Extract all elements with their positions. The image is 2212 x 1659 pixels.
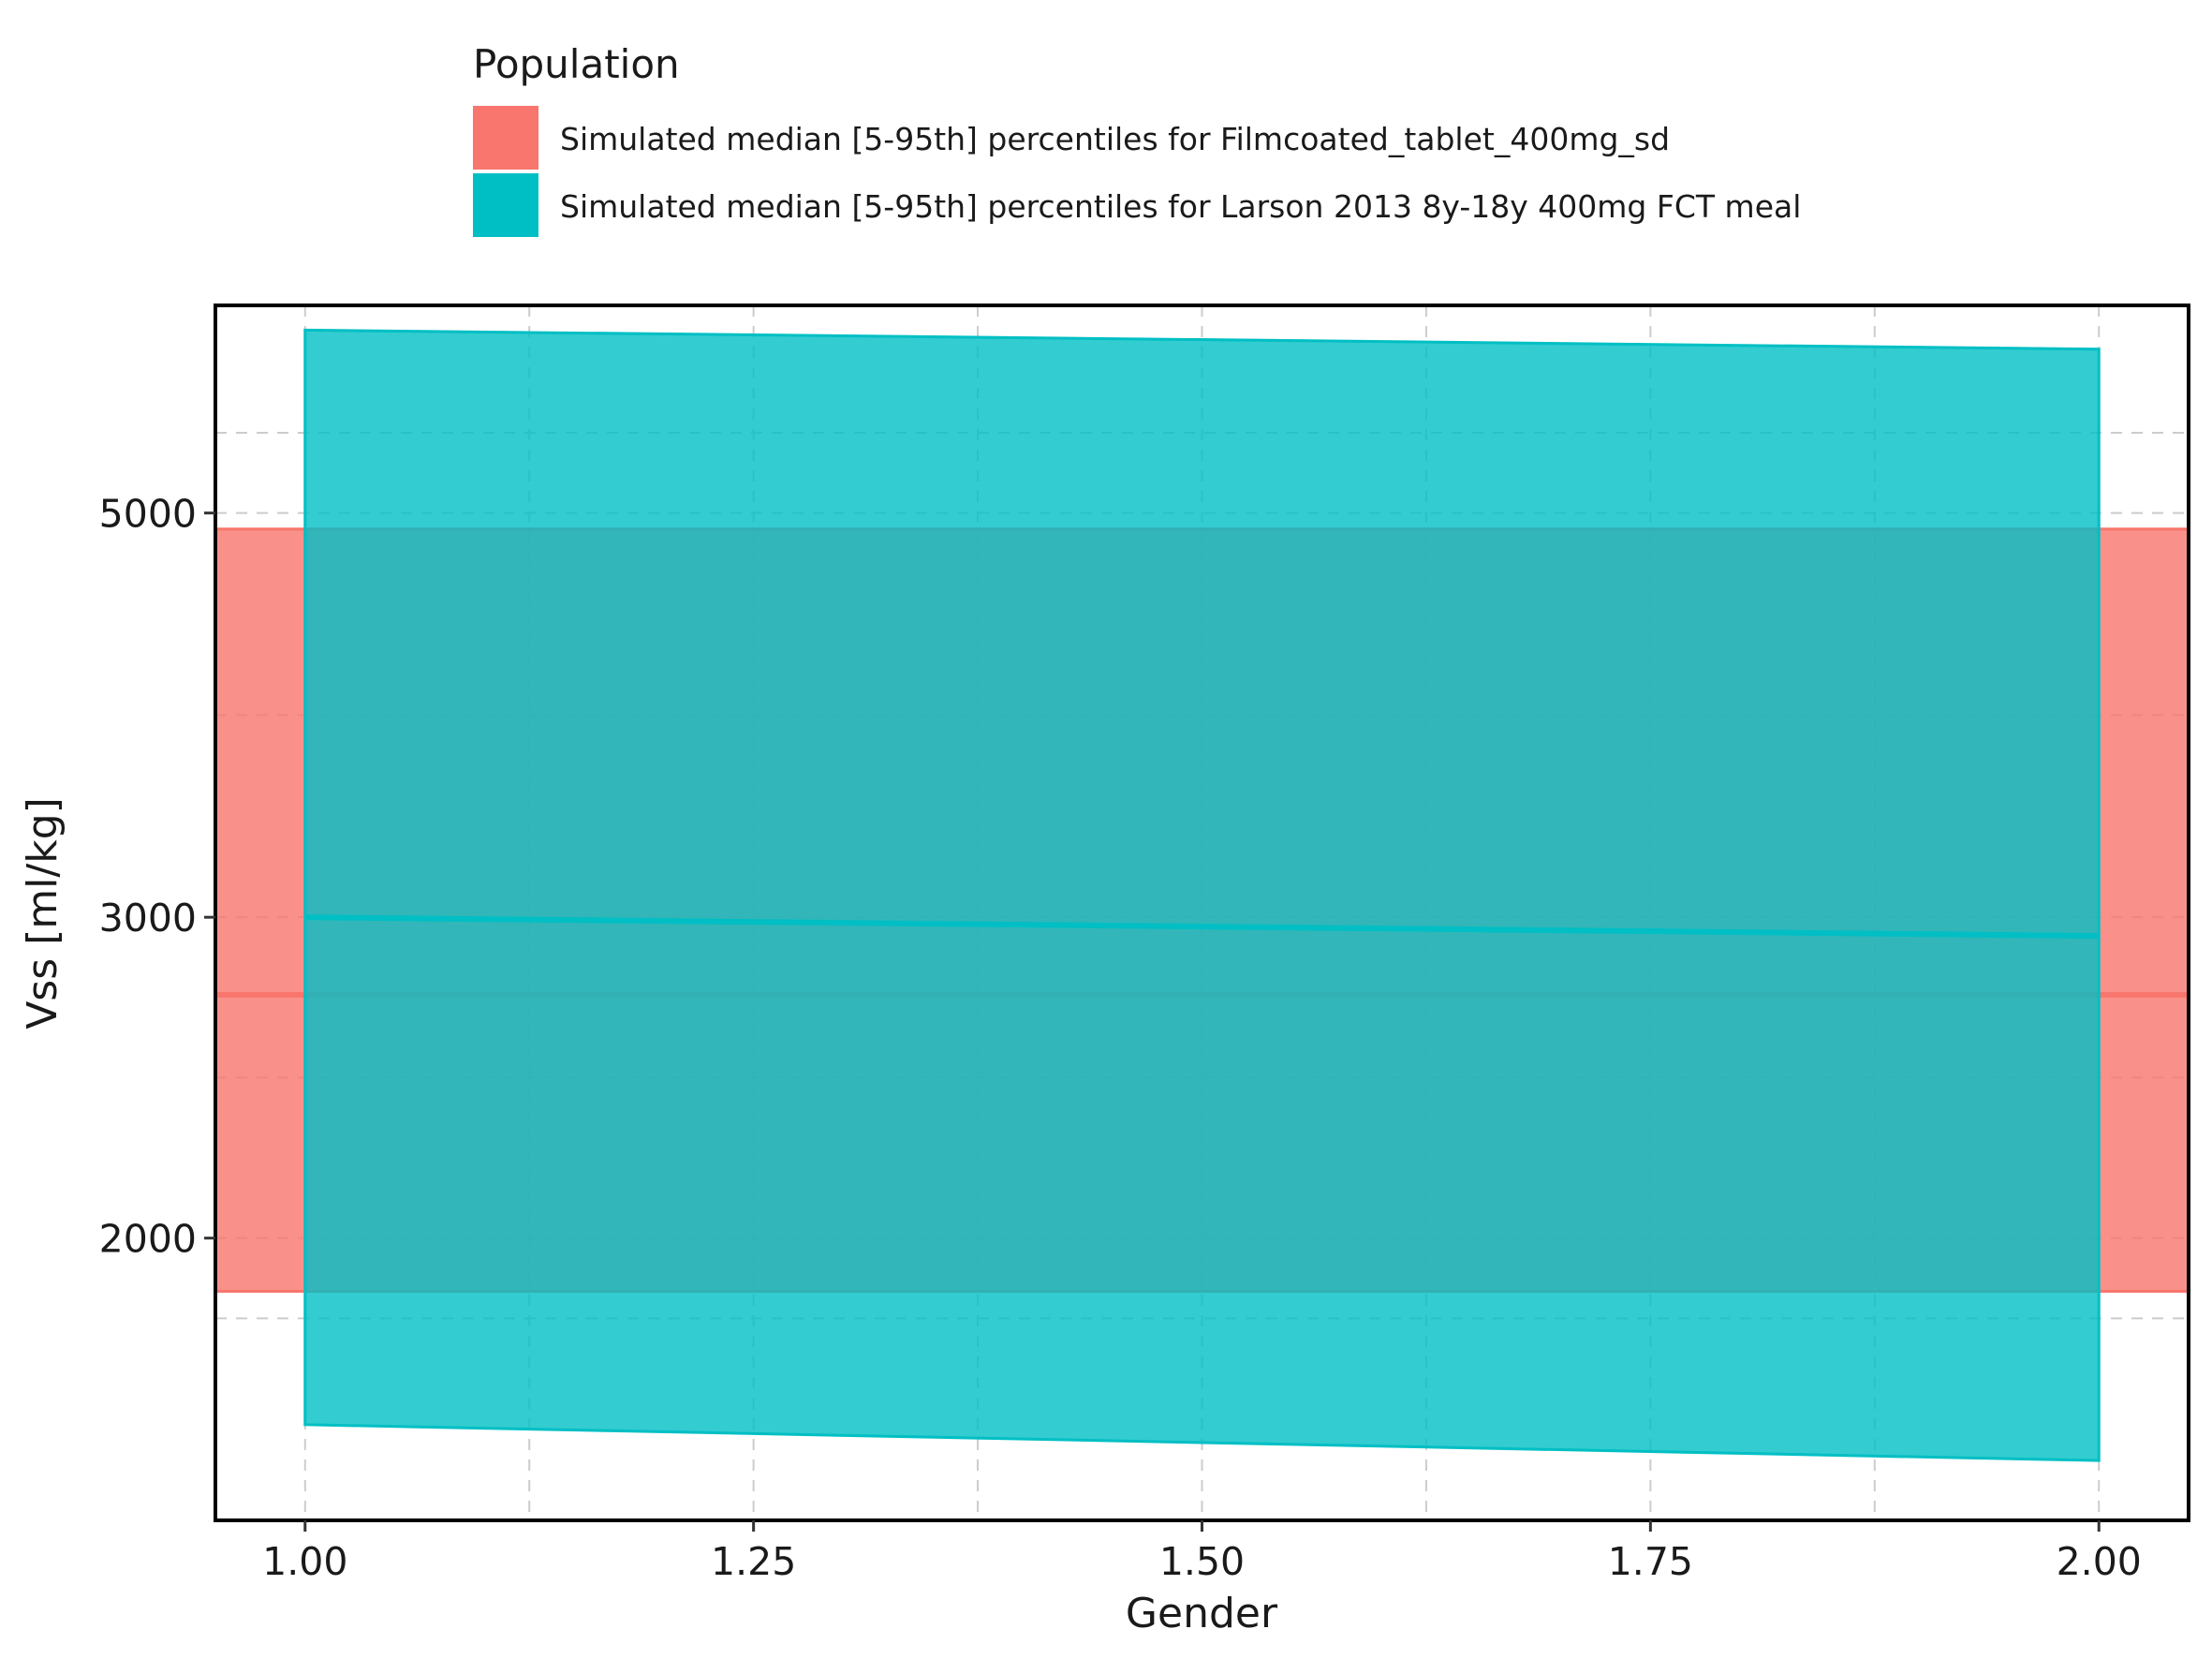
x-axis-title: Gender [1126,1590,1278,1637]
y-tick-label: 3000 [99,896,197,941]
y-tick-label: 5000 [99,492,197,537]
legend-label-larson: Simulated median [5-95th] percentiles fo… [560,188,1801,225]
y-axis-title: Vss [ml/kg] [19,797,66,1029]
legend-key-filmcoated [473,106,538,170]
x-tick-label: 1.50 [1159,1539,1245,1584]
ribbon-series-2 [303,328,2101,1462]
legend-key-larson [473,173,538,237]
x-axis: 1.00 1.25 1.50 1.75 2.00 [262,1520,2142,1584]
plot-panel [214,304,2190,1522]
y-axis: 2000 3000 5000 [99,492,215,1262]
legend-label-filmcoated: Simulated median [5-95th] percentiles fo… [560,121,1670,157]
legend: Population Simulated median [5-95th] per… [473,41,1801,237]
x-tick-label: 1.75 [1608,1539,1693,1584]
series-bands [214,328,2190,1462]
x-tick-label: 2.00 [2057,1539,2142,1584]
legend-title: Population [473,41,680,87]
y-tick-label: 2000 [99,1217,197,1262]
median-line-series-2 [304,914,2100,940]
x-tick-label: 1.25 [711,1539,796,1584]
x-tick-label: 1.00 [262,1539,347,1584]
